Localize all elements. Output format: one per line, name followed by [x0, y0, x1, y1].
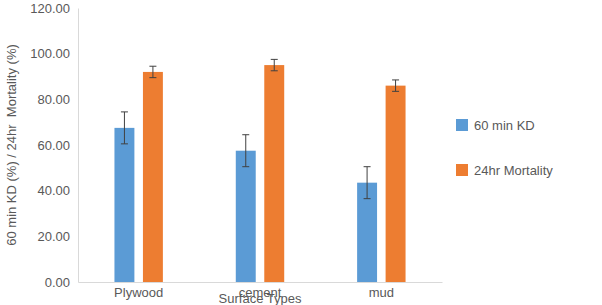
legend-swatch: [456, 119, 468, 131]
y-tick-label: 100.00: [30, 46, 70, 61]
y-tick: 80.00: [37, 92, 78, 107]
chart: 0.00 20.00 40.00 60.00 80.00 100.00 120.00 Plyw…: [0, 0, 602, 305]
y-tick-label: 120.00: [30, 1, 70, 16]
x-axis-line: [79, 282, 443, 283]
y-tick-label: 80.00: [37, 92, 70, 107]
y-tick-label: 60.00: [37, 138, 70, 153]
error-bar: [121, 112, 128, 144]
error-bar: [364, 167, 371, 199]
y-tick-label: 40.00: [37, 183, 70, 198]
legend-label: 24hr Mortality: [474, 163, 553, 178]
bar: [386, 86, 406, 282]
y-axis-title: 60 min KD (%) / 24hr Mortality (%): [4, 44, 19, 246]
marks: [114, 59, 405, 282]
error-bar: [271, 59, 278, 70]
series: [143, 59, 406, 282]
bar: [143, 72, 163, 282]
error-bar: [392, 80, 399, 91]
plot-area: 0.00 20.00 40.00 60.00 80.00 100.00 120.00 Plyw…: [30, 1, 442, 301]
bar: [236, 151, 256, 282]
y-tick-label: 0.00: [45, 275, 70, 290]
x-axis-title: Surface Types: [219, 291, 302, 305]
bar: [264, 65, 284, 282]
y-tick-label: 20.00: [37, 229, 70, 244]
y-tick: 20.00: [37, 229, 78, 244]
x-tick: Plywood: [114, 282, 163, 300]
x-tick-label: mud: [369, 285, 394, 300]
bar: [114, 128, 134, 282]
legend-swatch: [456, 164, 468, 176]
y-axis-line: [78, 9, 79, 283]
y-tick: 60.00: [37, 138, 78, 153]
x-tick-label: Plywood: [114, 285, 163, 300]
y-tick: 0.00: [45, 275, 78, 290]
legend-label: 60 min KD: [474, 118, 535, 133]
error-bar: [242, 135, 249, 167]
y-tick: 120.00: [30, 1, 78, 16]
x-tick: mud: [369, 282, 394, 300]
error-bar: [149, 66, 156, 77]
legend: 60 min KD 24hr Mortality: [456, 118, 553, 178]
y-axis: 0.00 20.00 40.00 60.00 80.00 100.00 120.00: [30, 1, 78, 290]
y-tick: 100.00: [30, 46, 78, 61]
y-tick: 40.00: [37, 183, 78, 198]
